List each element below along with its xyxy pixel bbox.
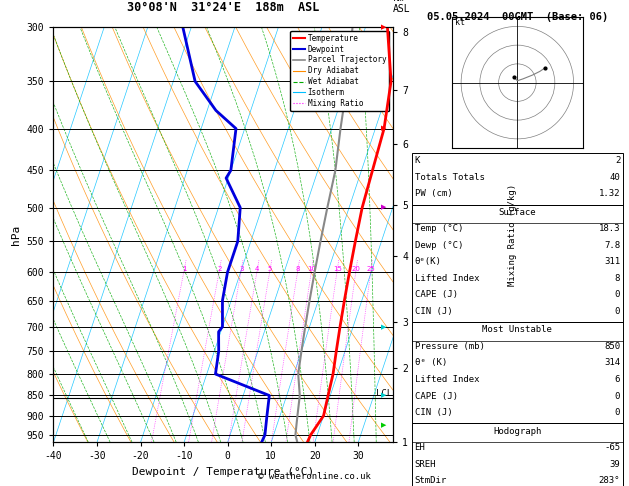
Text: LCL: LCL <box>376 389 392 398</box>
Text: PW (cm): PW (cm) <box>415 190 452 198</box>
Text: ▶: ▶ <box>381 125 386 132</box>
Text: 6: 6 <box>615 375 620 384</box>
Text: 40: 40 <box>610 173 620 182</box>
Text: 283°: 283° <box>599 476 620 485</box>
Text: Lifted Index: Lifted Index <box>415 375 479 384</box>
Text: EH: EH <box>415 443 425 452</box>
X-axis label: Dewpoint / Temperature (°C): Dewpoint / Temperature (°C) <box>132 467 314 477</box>
Text: ▶: ▶ <box>381 324 386 330</box>
Text: CAPE (J): CAPE (J) <box>415 291 457 299</box>
Text: 3: 3 <box>239 266 243 272</box>
Text: 5: 5 <box>268 266 272 272</box>
Text: 8: 8 <box>615 274 620 283</box>
Text: ▶: ▶ <box>381 205 386 210</box>
Text: 15: 15 <box>333 266 342 272</box>
Text: θᵉ(K): θᵉ(K) <box>415 258 442 266</box>
Text: 0: 0 <box>615 291 620 299</box>
Text: Pressure (mb): Pressure (mb) <box>415 342 484 351</box>
Text: Hodograph: Hodograph <box>493 427 542 435</box>
Legend: Temperature, Dewpoint, Parcel Trajectory, Dry Adiabat, Wet Adiabat, Isotherm, Mi: Temperature, Dewpoint, Parcel Trajectory… <box>290 31 389 111</box>
Text: ▶: ▶ <box>381 24 386 30</box>
Text: 2: 2 <box>615 156 620 165</box>
Text: SREH: SREH <box>415 460 436 469</box>
Text: ▶: ▶ <box>381 393 386 399</box>
Text: 850: 850 <box>604 342 620 351</box>
Text: CIN (J): CIN (J) <box>415 408 452 417</box>
Text: Lifted Index: Lifted Index <box>415 274 479 283</box>
Text: 4: 4 <box>255 266 260 272</box>
Text: -65: -65 <box>604 443 620 452</box>
Text: Dewp (°C): Dewp (°C) <box>415 241 463 250</box>
Text: 39: 39 <box>610 460 620 469</box>
Text: 2: 2 <box>218 266 222 272</box>
Text: 10: 10 <box>307 266 316 272</box>
Text: 25: 25 <box>367 266 376 272</box>
Text: km
ASL: km ASL <box>393 0 411 14</box>
Text: StmDir: StmDir <box>415 476 447 485</box>
Text: CAPE (J): CAPE (J) <box>415 392 457 400</box>
Text: 1.32: 1.32 <box>599 190 620 198</box>
Text: kt: kt <box>455 17 465 27</box>
Text: CIN (J): CIN (J) <box>415 307 452 316</box>
Text: 20: 20 <box>352 266 360 272</box>
Text: 311: 311 <box>604 258 620 266</box>
Text: Temp (°C): Temp (°C) <box>415 225 463 233</box>
Text: 8: 8 <box>296 266 300 272</box>
Text: 7.8: 7.8 <box>604 241 620 250</box>
Text: © weatheronline.co.uk: © weatheronline.co.uk <box>258 472 371 481</box>
Text: K: K <box>415 156 420 165</box>
Text: 30°08'N  31°24'E  188m  ASL: 30°08'N 31°24'E 188m ASL <box>127 1 320 14</box>
Text: Most Unstable: Most Unstable <box>482 326 552 334</box>
Text: Totals Totals: Totals Totals <box>415 173 484 182</box>
Text: 0: 0 <box>615 392 620 400</box>
Text: ▶: ▶ <box>381 422 386 429</box>
Text: 314: 314 <box>604 359 620 367</box>
Text: θᵉ (K): θᵉ (K) <box>415 359 447 367</box>
Text: 05.05.2024  00GMT  (Base: 06): 05.05.2024 00GMT (Base: 06) <box>426 12 608 22</box>
Text: 1: 1 <box>182 266 187 272</box>
Text: Surface: Surface <box>499 208 536 217</box>
Text: Mixing Ratio (g/kg): Mixing Ratio (g/kg) <box>508 183 516 286</box>
Text: 0: 0 <box>615 307 620 316</box>
Y-axis label: hPa: hPa <box>11 225 21 244</box>
Text: 18.3: 18.3 <box>599 225 620 233</box>
Text: 0: 0 <box>615 408 620 417</box>
